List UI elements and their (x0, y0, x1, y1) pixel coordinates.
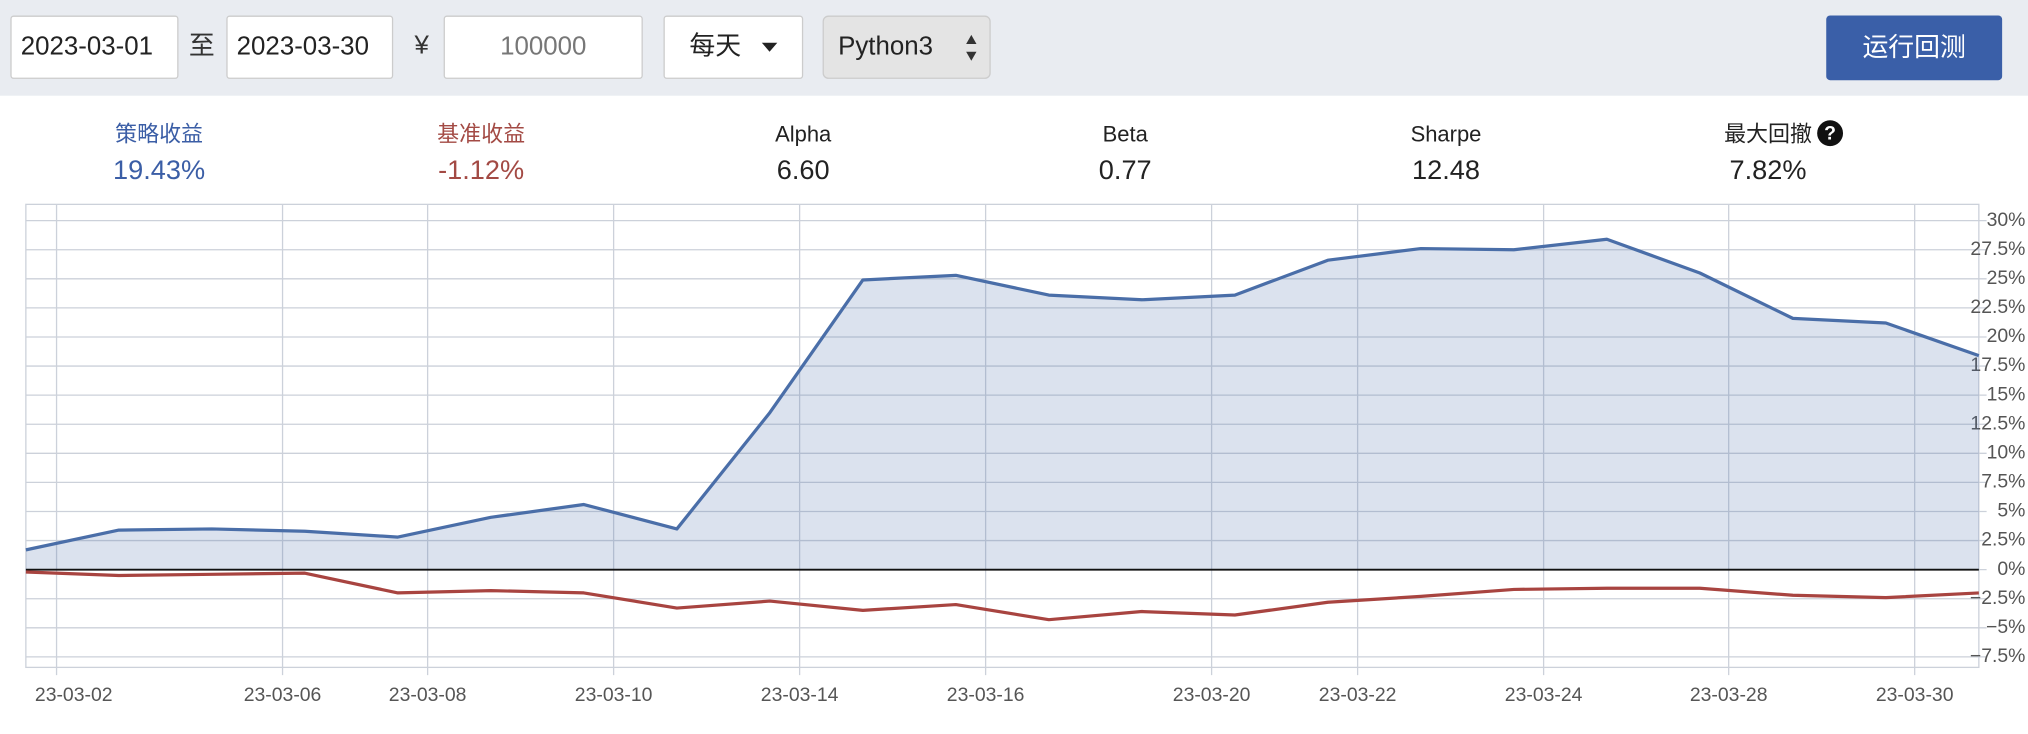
stat-value: 0.77 (1099, 154, 1152, 185)
x-tick-label: 23-03-24 (1505, 684, 1583, 706)
y-tick-label: 22.5% (1970, 296, 2025, 318)
currency: ¥ (413, 31, 429, 59)
stats-row: 策略收益 19.43% 基准收益 -1.12% Alpha 6.60 Beta 0.77 Sha… (113, 120, 1844, 185)
y-tick-label: 17.5% (1970, 354, 2025, 376)
chart: 30% 27.5% 25% 22.5% 20% 17.5% 15% 12.5% 10% 7.5% 5… (25, 203, 2026, 706)
caret (761, 42, 778, 52)
line (25, 570, 1979, 622)
capital: 100000 (500, 33, 586, 61)
y-tick-label: 10% (1987, 441, 2026, 463)
x-tick-label: 23-03-20 (1173, 684, 1251, 706)
stat-label: Sharpe (1411, 122, 1482, 147)
x-tick-label: 23-03-02 (35, 684, 113, 706)
separator: 至 (189, 33, 215, 61)
line (25, 237, 1980, 552)
y-tick-label: 20% (1987, 325, 2026, 347)
y-tick-label: 2.5% (1981, 529, 2025, 551)
run-button[interactable] (1826, 15, 2003, 81)
y-tick-label: 0% (1997, 558, 2025, 580)
start-date-input[interactable] (10, 15, 179, 79)
area (25, 239, 1979, 570)
frequency: 每天 (689, 32, 741, 61)
y-tick-label: 15% (1987, 383, 2026, 405)
stat-value: 7.82% (1730, 154, 1807, 185)
start-date: 2023-03-01 (21, 33, 153, 61)
stat-value: 19.43% (113, 154, 205, 185)
end-date: 2023-03-30 (237, 33, 369, 61)
y-tick-label: −5% (1986, 616, 2025, 638)
help-icon-glyph: ? (1824, 123, 1836, 145)
language-select[interactable] (822, 15, 991, 79)
end-date-input[interactable] (226, 15, 394, 79)
stat-label: Alpha (775, 122, 832, 147)
x-tick-label: 23-03-14 (761, 684, 839, 706)
capital-input[interactable] (443, 15, 643, 79)
select-arrows (966, 34, 977, 61)
help-icon (1817, 120, 1844, 147)
plot-frame (25, 203, 1980, 669)
stat-label: 最大回撤 (1724, 122, 1812, 147)
x-tick-label: 23-03-30 (1876, 684, 1954, 706)
stat-label: 策略收益 (115, 122, 203, 147)
x-tick-label: 23-03-08 (389, 684, 467, 706)
frequency-dropdown[interactable] (663, 15, 804, 79)
stat-label: Beta (1103, 122, 1149, 147)
stat-value: -1.12% (438, 154, 524, 185)
y-tick-label: 30% (1987, 209, 2026, 231)
y-tick-label: 7.5% (1981, 471, 2025, 493)
run-button-label: 运行回测 (1862, 33, 1965, 62)
y-tick-label: 5% (1997, 500, 2025, 522)
language: Python3 (838, 33, 933, 61)
x-tick-label: 23-03-10 (575, 684, 653, 706)
y-tick-label: −7.5% (1970, 645, 2026, 667)
stat-label: 基准收益 (437, 122, 525, 147)
y-tick-label: 25% (1987, 267, 2026, 289)
x-tick-label: 23-03-28 (1690, 684, 1768, 706)
y-tick-label: 27.5% (1970, 238, 2025, 260)
x-tick-label: 23-03-16 (947, 684, 1025, 706)
stat-value: 6.60 (777, 154, 830, 185)
stat-value: 12.48 (1412, 154, 1480, 185)
x-tick-label: 23-03-06 (244, 684, 322, 706)
y-tick-label: 12.5% (1970, 412, 2025, 434)
x-tick-label: 23-03-22 (1319, 684, 1397, 706)
y-tick-label: −2.5% (1970, 587, 2026, 609)
